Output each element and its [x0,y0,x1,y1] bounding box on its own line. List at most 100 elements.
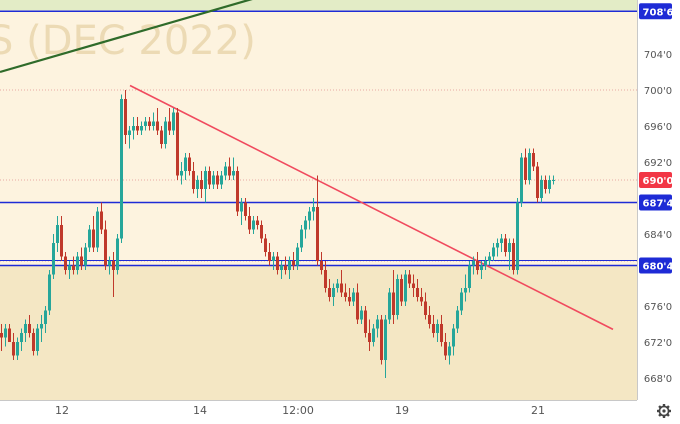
candle-body [376,319,379,329]
candle [120,94,123,243]
candle-body [536,166,539,198]
candle-body [76,256,79,270]
candle [24,319,27,342]
candle-body [552,180,555,181]
candle [512,238,515,275]
candle-body [128,130,131,135]
candle [92,216,95,252]
candle-body [172,112,175,131]
candle [524,148,527,185]
candle [484,256,487,270]
candle [360,306,363,324]
candle [352,288,355,306]
candle [176,108,179,180]
candle [132,117,135,140]
candle-body [108,261,111,266]
candle [248,207,251,234]
candle [200,171,203,198]
candle [240,198,243,225]
candle [384,315,387,378]
candle [160,126,163,149]
candle [192,162,195,194]
candle [48,270,51,315]
gear-icon[interactable] [657,404,671,418]
candle [336,279,339,293]
candle-body [12,342,15,356]
candle [156,108,159,135]
candle-body [308,211,311,221]
candle-body [24,324,27,333]
candle-body [244,202,247,216]
candle [172,108,175,135]
level-label: 680'4 [643,262,674,273]
level-tag [639,3,672,20]
candle [144,117,147,131]
candle [492,243,495,261]
candle-body [364,310,367,333]
candle-body [388,292,391,320]
candle [40,315,43,342]
candle-body [232,171,235,176]
candle-body [136,126,139,131]
long-trendline[interactable] [0,0,255,74]
candle [316,175,319,266]
candle [268,243,271,266]
candle-body [412,283,415,288]
candle [520,153,523,207]
candle-body [60,225,63,257]
candle-body [472,261,475,266]
candle-body [48,274,51,311]
candle [84,243,87,270]
level-label: 708'6 [643,7,674,18]
candle [204,166,207,203]
time-tick-label: 19 [395,404,409,417]
candle-body [512,243,515,270]
candle [12,333,15,360]
candle-body [284,265,287,270]
candle-body [312,207,315,212]
candle [68,261,71,279]
candle [196,175,199,198]
candle [0,324,3,351]
gear-ring [658,405,670,417]
candle [28,315,31,338]
candle [376,315,379,338]
candle-body [544,180,547,189]
candle-body [416,288,419,297]
candle-body [320,261,323,270]
candle [216,171,219,189]
candle-body [240,202,243,212]
last-price-tag [639,172,672,188]
level-tag [639,194,672,211]
candle [392,270,395,324]
candle-body [188,157,191,171]
candle-body [32,333,35,351]
resistance-trendline[interactable] [129,84,614,331]
candle [104,220,107,270]
candle [372,324,375,347]
candle [504,234,507,257]
candle [472,256,475,275]
candle-body [392,292,395,315]
candle [312,198,315,221]
candle-body [292,261,295,266]
candle [76,252,79,275]
candle-body [424,301,427,315]
candle [536,162,539,203]
price-tick-label: 704'0 [644,50,672,61]
candle [8,324,11,342]
candle-body [380,319,383,360]
candle [180,162,183,185]
candle-body [356,292,359,320]
candle-body [36,328,39,351]
candle [224,162,227,180]
candle-body [280,265,283,270]
candle-body [176,112,179,176]
candle [212,171,215,189]
candle [420,288,423,306]
candle [552,175,555,185]
candle [232,157,235,180]
candle-body [140,126,143,131]
price-tick-label: 696'0 [644,122,672,133]
